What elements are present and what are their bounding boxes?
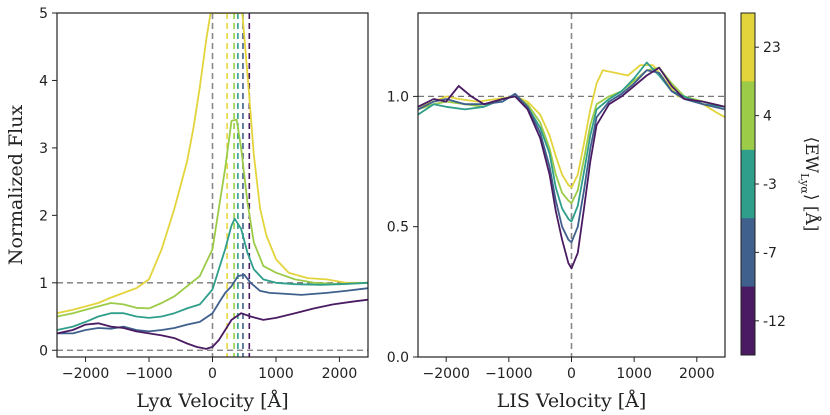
x-tick-label: −1000 [485,366,532,382]
y-tick-label: 4 [39,73,48,89]
x-axis-label: Lyα Velocity [Å] [136,390,288,412]
series-line-23 [57,13,368,315]
colorbar-tick-label: 4 [763,109,772,125]
colorbar-tick-label: -7 [763,245,777,261]
left-panel: −2000 −1000 0 1000 2000 0 1 2 3 4 5 Lyα Velocity [Å… [5,6,369,412]
colorbar-bin-23 [741,13,755,82]
colorbar-tick-label: -3 [763,177,777,193]
x-tick-label: −2000 [423,366,470,382]
x-axis-label: LIS Velocity [Å] [497,390,647,412]
colorbar-bin-4 [741,81,755,151]
plot-area [418,13,725,357]
colorbar-tick-label: 23 [763,40,781,56]
colorbar-bin--3 [741,149,755,219]
y-tick-label: 3 [39,141,48,157]
x-tick-label: 2000 [679,366,715,382]
plot-area [57,13,368,357]
y-axis-label: Normalized Flux [5,105,27,266]
series-line--3 [57,217,368,331]
series-line-4 [57,118,368,318]
x-tick-label: 1000 [616,366,652,382]
x-tick-label: 2000 [322,366,358,382]
x-tick-label: −2000 [62,366,109,382]
x-tick-label: −1000 [125,366,172,382]
series-line--12 [418,66,725,270]
right-panel: −2000 −1000 0 1000 2000 0.0 0.5 1.0 LIS Velocity… [387,12,726,412]
y-tick-label: 0.0 [387,350,409,366]
y-tick-label: 1.0 [387,89,409,105]
series-line--12 [57,298,368,350]
y-tick-label: 2 [39,208,48,224]
y-tick-label: 0.5 [387,220,409,236]
colorbar-frame [740,12,756,356]
x-tick-label: 0 [567,366,576,382]
colorbar: 23 4 -3 -7 -12 ⟨EWLyα⟩ [Å] [740,12,822,356]
series-line--7 [57,273,368,335]
x-tick-label: 1000 [258,366,294,382]
colorbar-bin--12 [741,286,755,356]
y-tick-label: 1 [39,276,48,292]
colorbar-bin--7 [741,218,755,288]
x-tick-label: 0 [208,366,217,382]
series-line-23 [418,64,725,189]
colorbar-label: ⟨EWLyα⟩ [Å] [798,137,822,232]
colorbar-tick-label: -12 [763,314,786,330]
y-tick-label: 5 [39,6,48,22]
y-tick-label: 0 [39,343,48,359]
